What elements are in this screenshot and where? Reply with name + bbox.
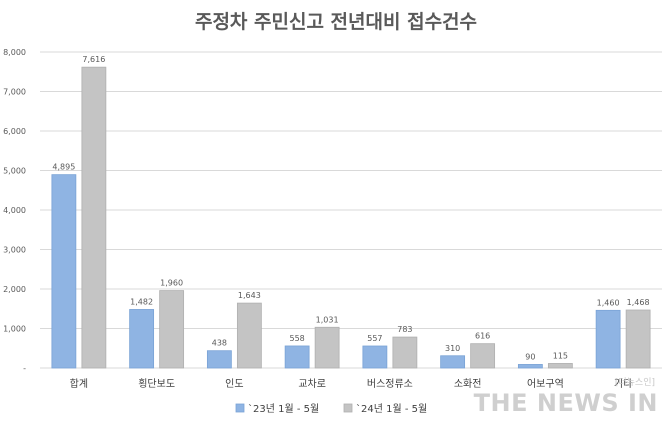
- data-labels: 4,895 7,616 1,482 1,960 438 1,643 558 1,031 557 7…: [52, 55, 649, 361]
- data-label: 1,031: [316, 315, 339, 324]
- bar-series2: [236, 302, 262, 369]
- category-label: 교차로: [298, 378, 326, 390]
- category-label: 합계: [70, 378, 88, 390]
- data-label: 1,460: [597, 298, 620, 307]
- data-label: 783: [397, 325, 412, 334]
- data-label: 7,616: [82, 55, 105, 64]
- bar-series2: [470, 343, 496, 369]
- data-label: 1,643: [238, 291, 261, 300]
- x-axis-categories: 합계 횡단보도 인도 교차로 버스정류소 소화전 어보구역 기타: [70, 378, 633, 390]
- legend-entry: `24년 1월 - 5월: [356, 403, 427, 415]
- legend-swatch: [343, 403, 353, 413]
- bar-series2: [547, 363, 573, 369]
- bar-series1: [440, 355, 466, 369]
- data-label: 1,482: [130, 297, 153, 306]
- data-label: 438: [212, 339, 227, 348]
- y-tick-label: -: [23, 364, 26, 373]
- category-label: 소화전: [454, 378, 482, 390]
- watermark-sub: [더뉴스인]: [615, 377, 655, 388]
- bar-series1: [284, 345, 310, 369]
- category-label: 버스정류소: [367, 378, 413, 390]
- legend-entry: `23년 1월 - 5월: [248, 403, 319, 415]
- bar-series1: [517, 364, 543, 369]
- data-label: 1,468: [627, 298, 650, 307]
- y-tick-label: 7,000: [3, 88, 26, 97]
- bars: [51, 66, 651, 369]
- y-axis-ticks: - 1,000 2,000 3,000 4,000 5,000 6,000 7,000 8,00…: [3, 48, 26, 373]
- bar-series2: [392, 336, 418, 369]
- bar-series1: [595, 309, 621, 369]
- watermark-text: THE NEWS IN: [474, 389, 658, 417]
- chart-title: 주정차 주민신고 전년대비 접수건수: [195, 11, 477, 33]
- category-label: 횡단보도: [138, 378, 175, 390]
- bar-series2: [314, 326, 340, 369]
- category-label: 기타: [614, 378, 632, 390]
- legend: `23년 1월 - 5월 `24년 1월 - 5월: [235, 403, 427, 415]
- y-tick-label: 6,000: [3, 127, 26, 136]
- data-label: 4,895: [52, 163, 75, 172]
- bar-series1: [206, 350, 232, 369]
- data-label: 557: [367, 334, 382, 343]
- y-tick-label: 3,000: [3, 246, 26, 255]
- bar-series2: [81, 66, 107, 369]
- data-label: 558: [289, 334, 304, 343]
- category-label: 인도: [225, 378, 243, 390]
- y-tick-label: 5,000: [3, 167, 26, 176]
- data-label: 115: [553, 351, 568, 360]
- bar-series1: [362, 345, 388, 369]
- y-tick-label: 1,000: [3, 325, 26, 334]
- data-label: 90: [525, 352, 535, 361]
- y-tick-label: 4,000: [3, 206, 26, 215]
- legend-swatch: [235, 403, 245, 413]
- y-tick-label: 8,000: [3, 48, 26, 57]
- y-tick-label: 2,000: [3, 285, 26, 294]
- category-label: 어보구역: [527, 378, 564, 390]
- bar-series1: [129, 309, 155, 369]
- bar-series2: [625, 309, 651, 369]
- data-label: 310: [445, 344, 460, 353]
- bar-series2: [159, 290, 185, 369]
- bar-series1: [51, 174, 77, 369]
- data-label: 616: [475, 332, 490, 341]
- data-label: 1,960: [160, 279, 183, 288]
- watermark: [더뉴스인] THE NEWS IN: [474, 377, 658, 417]
